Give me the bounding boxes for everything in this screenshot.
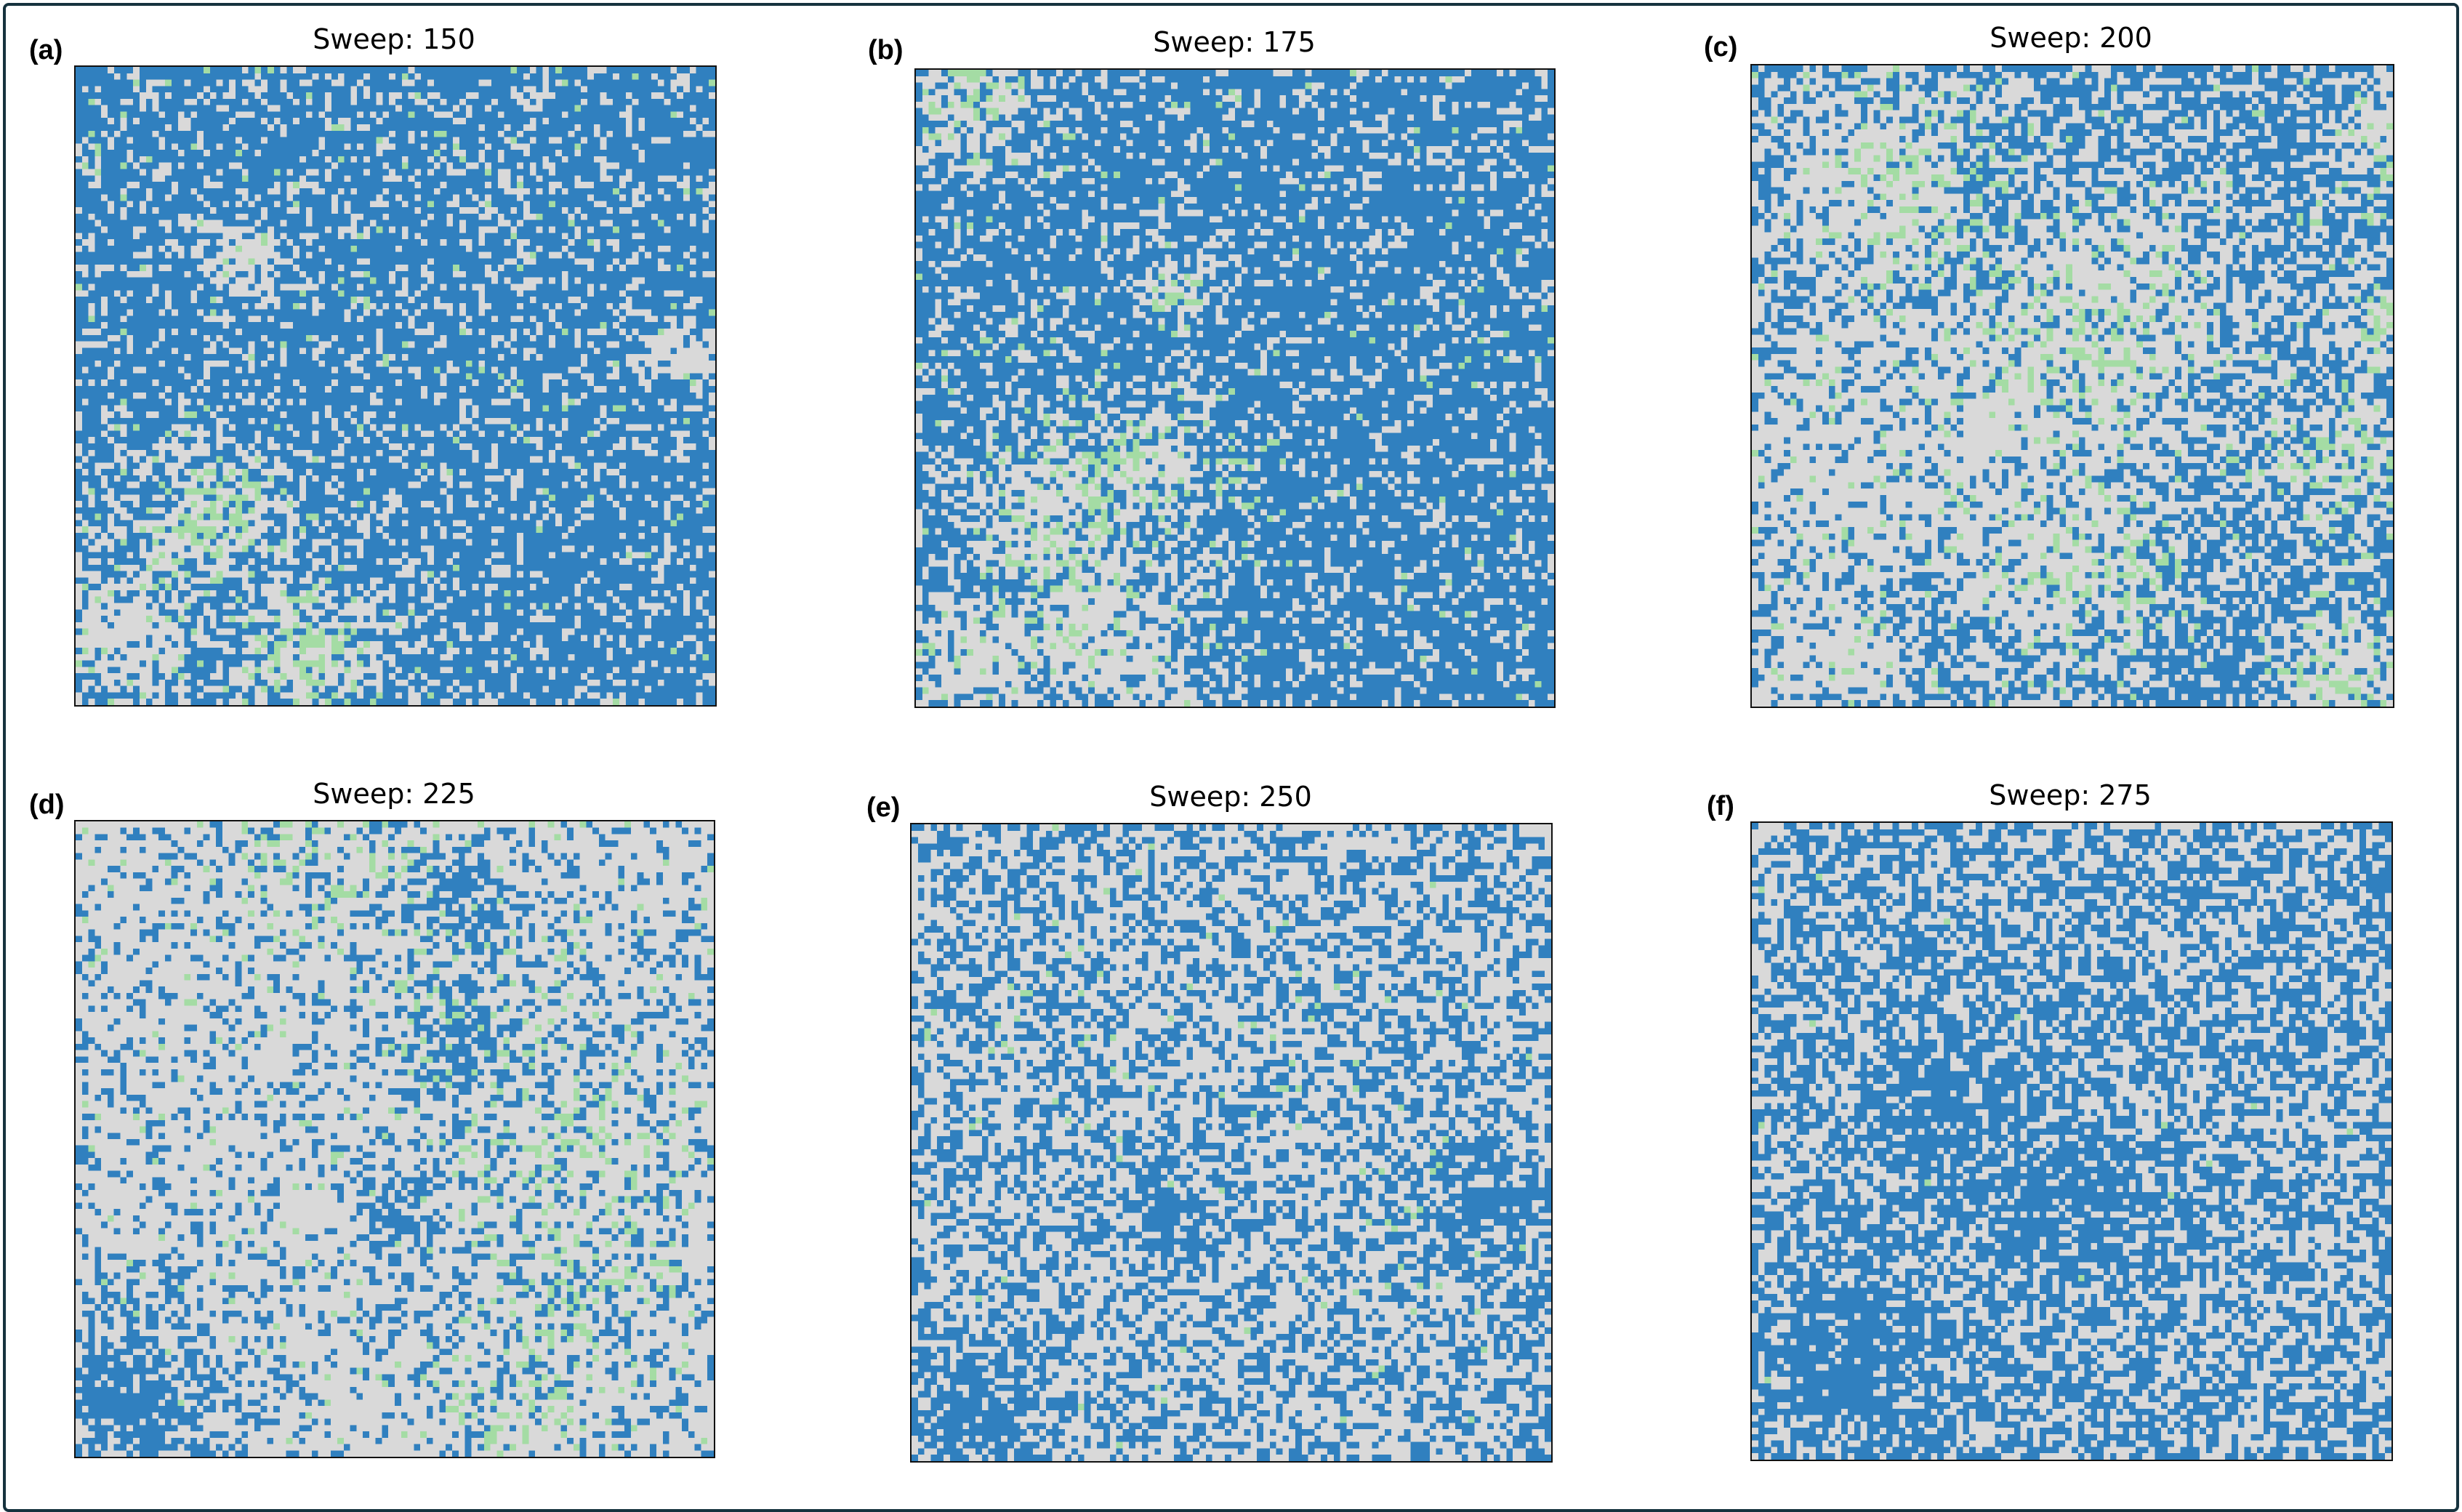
panel-label: (c) — [1704, 32, 1738, 63]
panel-label: (e) — [866, 792, 901, 823]
figure-frame — [3, 3, 2459, 1512]
panel-label: (b) — [868, 35, 904, 65]
lattice-svg — [912, 824, 1551, 1461]
blue-cells — [1752, 65, 2393, 707]
lattice-svg — [76, 821, 714, 1457]
blue-cells — [76, 821, 714, 1457]
blue-cells — [1752, 823, 2391, 1460]
lattice-heatmap — [914, 68, 1556, 708]
lattice-heatmap — [910, 823, 1553, 1463]
blue-cells — [76, 67, 715, 705]
panel-label: (d) — [29, 789, 65, 820]
green-cells — [1752, 65, 2393, 707]
panel-label: (f) — [1707, 791, 1734, 821]
green-cells — [81, 821, 714, 1457]
panel-title: Sweep: 200 — [1990, 22, 2152, 54]
lattice-svg — [76, 67, 715, 705]
panel-title: Sweep: 275 — [1989, 779, 2152, 811]
lattice-heatmap — [1750, 64, 2394, 708]
panel-label: (a) — [29, 35, 63, 65]
blue-cells — [912, 824, 1551, 1461]
lattice-heatmap — [74, 65, 717, 707]
blue-cells — [916, 70, 1554, 707]
lattice-heatmap — [1750, 821, 2393, 1461]
panel-title: Sweep: 175 — [1153, 26, 1316, 58]
lattice-svg — [916, 70, 1554, 707]
lattice-svg — [1752, 823, 2391, 1460]
panel-title: Sweep: 225 — [313, 778, 475, 810]
lattice-heatmap — [74, 820, 715, 1458]
panel-title: Sweep: 150 — [313, 23, 475, 55]
lattice-svg — [1752, 65, 2393, 707]
panel-title: Sweep: 250 — [1149, 781, 1312, 813]
